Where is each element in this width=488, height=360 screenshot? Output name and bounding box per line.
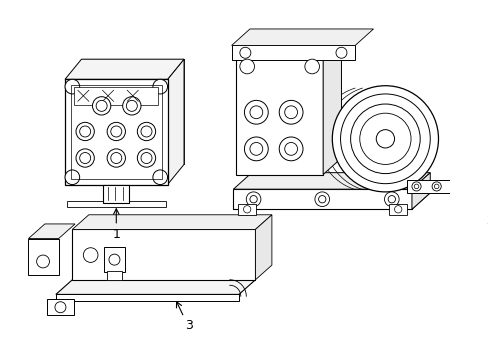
Polygon shape: [231, 29, 373, 45]
Circle shape: [83, 248, 98, 262]
Circle shape: [111, 153, 122, 163]
Bar: [238, 204, 256, 215]
Bar: [56, 294, 239, 301]
Polygon shape: [231, 45, 354, 60]
Circle shape: [126, 100, 137, 111]
Circle shape: [240, 47, 250, 58]
Bar: [104, 247, 124, 273]
Polygon shape: [233, 189, 411, 209]
Circle shape: [350, 104, 419, 174]
Circle shape: [153, 170, 167, 185]
Bar: [388, 204, 407, 215]
Circle shape: [141, 126, 152, 137]
Circle shape: [249, 106, 262, 119]
Circle shape: [413, 184, 418, 189]
Circle shape: [451, 182, 461, 191]
Polygon shape: [81, 59, 183, 165]
Circle shape: [318, 195, 325, 203]
Circle shape: [453, 184, 458, 189]
Circle shape: [65, 79, 80, 94]
Circle shape: [249, 143, 262, 155]
Circle shape: [387, 195, 395, 203]
Circle shape: [359, 113, 410, 165]
Polygon shape: [323, 39, 341, 175]
Circle shape: [153, 79, 167, 94]
Polygon shape: [233, 173, 429, 189]
Bar: [70, 85, 162, 179]
Bar: [67, 201, 165, 207]
Circle shape: [37, 255, 49, 268]
Circle shape: [246, 192, 261, 207]
Polygon shape: [72, 229, 255, 280]
Circle shape: [335, 47, 346, 58]
Circle shape: [137, 122, 155, 141]
Circle shape: [107, 122, 125, 141]
Polygon shape: [167, 59, 183, 185]
Circle shape: [375, 130, 394, 148]
Polygon shape: [236, 55, 323, 175]
Circle shape: [141, 153, 152, 163]
Polygon shape: [407, 180, 466, 193]
Polygon shape: [28, 224, 75, 239]
Circle shape: [55, 302, 66, 313]
Circle shape: [332, 86, 438, 192]
Polygon shape: [72, 215, 271, 229]
Circle shape: [411, 182, 420, 191]
Polygon shape: [255, 215, 271, 280]
Circle shape: [431, 182, 440, 191]
Circle shape: [244, 137, 268, 161]
Bar: [233, 203, 411, 209]
Bar: [65, 79, 167, 185]
Circle shape: [384, 192, 398, 207]
Circle shape: [284, 106, 297, 119]
Circle shape: [340, 94, 429, 184]
Circle shape: [137, 149, 155, 167]
Circle shape: [284, 143, 297, 155]
Bar: [103, 185, 129, 203]
Circle shape: [244, 100, 268, 124]
Circle shape: [80, 153, 90, 163]
Bar: [28, 239, 59, 275]
Polygon shape: [65, 59, 183, 79]
Polygon shape: [236, 39, 341, 55]
Circle shape: [249, 195, 257, 203]
Polygon shape: [411, 173, 429, 209]
Circle shape: [111, 126, 122, 137]
Circle shape: [240, 59, 254, 74]
Polygon shape: [56, 280, 255, 294]
Polygon shape: [233, 193, 429, 209]
Text: 1: 1: [112, 228, 120, 240]
Circle shape: [76, 122, 94, 141]
Polygon shape: [233, 186, 429, 203]
Circle shape: [279, 137, 303, 161]
Circle shape: [80, 126, 90, 137]
Text: 3: 3: [184, 319, 192, 332]
Text: 2: 2: [485, 214, 488, 227]
Circle shape: [279, 100, 303, 124]
Circle shape: [65, 170, 80, 185]
Circle shape: [433, 184, 438, 189]
Circle shape: [394, 206, 401, 213]
Circle shape: [107, 149, 125, 167]
Circle shape: [96, 100, 107, 111]
Circle shape: [314, 192, 329, 207]
Circle shape: [109, 254, 120, 265]
Circle shape: [122, 97, 141, 115]
Circle shape: [92, 97, 111, 115]
Bar: [74, 87, 158, 105]
Circle shape: [243, 206, 250, 213]
Circle shape: [304, 59, 319, 74]
Bar: [107, 271, 122, 280]
Bar: [47, 299, 74, 315]
Circle shape: [76, 149, 94, 167]
